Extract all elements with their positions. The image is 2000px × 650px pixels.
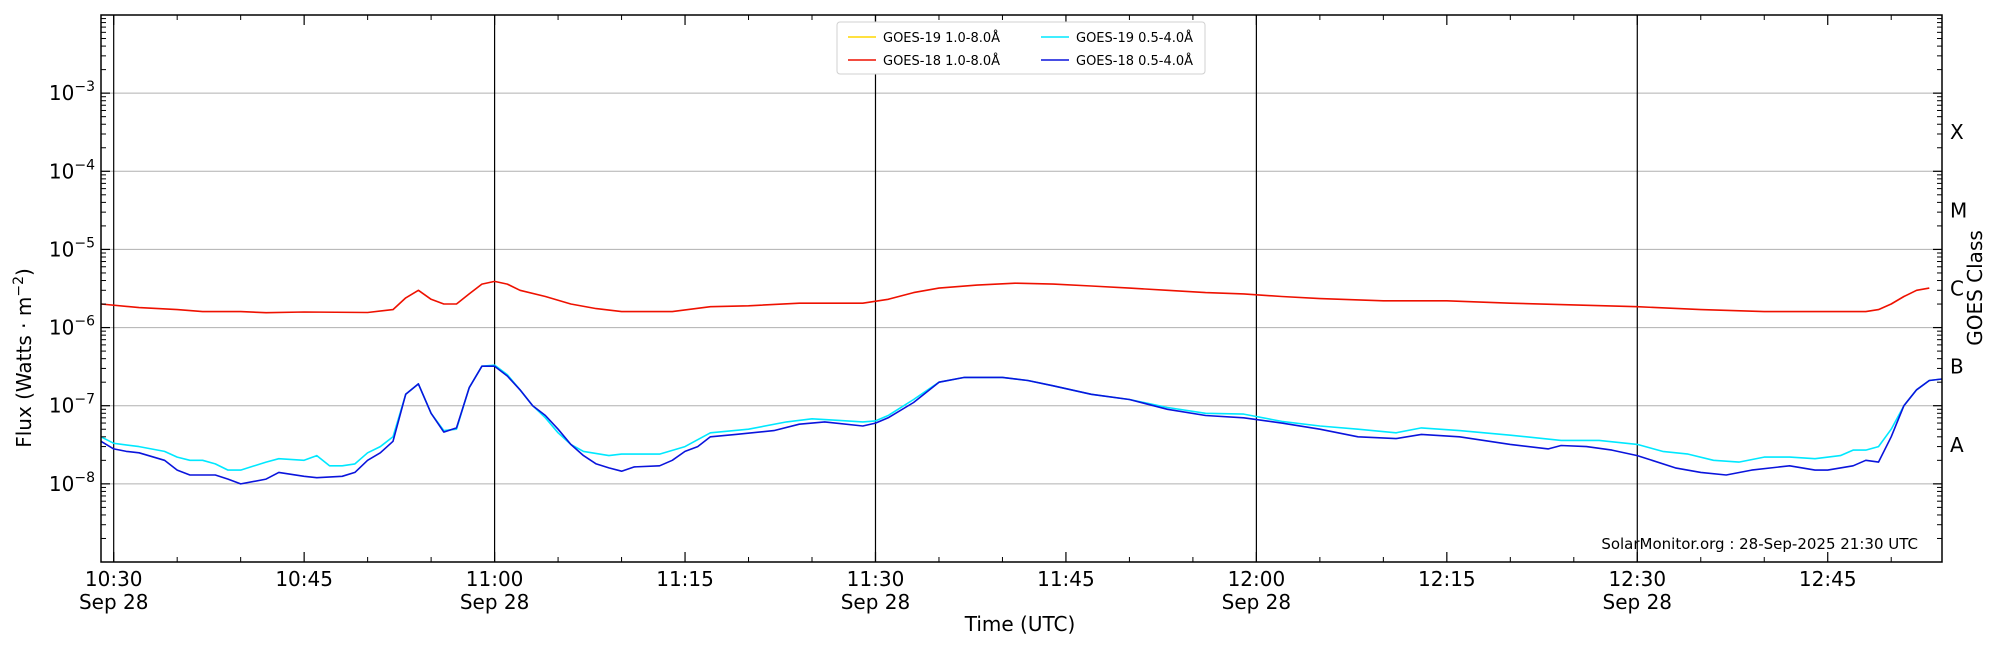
x-tick-date-label: Sep 28 [79,590,149,614]
legend: GOES-19 1.0-8.0Å GOES-18 1.0-8.0Å GOES-19 … [836,21,1206,75]
legend-box [836,21,1206,75]
y-tick-label: 10−4 [49,157,95,183]
y-axis-title: Flux (Watts · m−2) [11,268,36,448]
grid-lines [101,92,1942,485]
goes-class-label: M [1950,198,1967,222]
legend-label: GOES-18 1.0-8.0Å [883,53,1000,69]
day-boundary-lines [113,15,1638,562]
x-axis-title: Time (UTC) [964,612,1076,636]
x-tick-label: 12:30 [1608,567,1666,591]
x-tick-label: 10:30 [85,567,143,591]
goes-class-label: X [1950,120,1964,144]
goes-class-label: B [1950,355,1964,379]
x-tick-label: 11:15 [656,567,714,591]
x-tick-date-label: Sep 28 [841,590,911,614]
series-lines [100,280,1943,485]
y-tick-label: 10−8 [49,470,95,496]
legend-label: GOES-19 1.0-8.0Å [883,30,1000,46]
y-tick-labels: 10−8 10−7 10−6 10−5 10−4 10−3 [49,79,95,496]
goes-class-labels: A B C M X [1950,120,1967,457]
legend-label: GOES-18 0.5-4.0Å [1076,53,1193,69]
x-tick-date-label: Sep 28 [1603,590,1673,614]
y-tick-label: 10−3 [49,79,95,105]
y-tick-label: 10−6 [49,314,95,340]
legend-label: GOES-19 0.5-4.0Å [1076,30,1193,46]
x-tick-label: 11:45 [1037,567,1095,591]
x-tick-label: 10:45 [275,567,333,591]
x-tick-date-label: Sep 28 [460,590,530,614]
credit-text: SolarMonitor.org : 28-Sep-2025 21:30 UTC [1601,535,1918,553]
x-tick-label: 12:45 [1799,567,1857,591]
series-line [100,365,1943,485]
goes-class-label: A [1950,433,1964,457]
y2-axis-title: GOES Class [1963,230,1987,346]
x-tick-label: 11:00 [466,567,524,591]
axis-ticks [101,15,1942,562]
y-tick-label: 10−5 [49,235,95,261]
x-tick-date-label: Sep 28 [1222,590,1292,614]
x-tick-label: 11:30 [847,567,905,591]
y-tick-label: 10−7 [49,392,95,418]
series-line [100,364,1943,471]
x-tick-label: 12:15 [1418,567,1476,591]
goes-class-label: C [1950,277,1964,301]
x-tick-label: 12:00 [1228,567,1286,591]
series-line [100,280,1930,314]
plot-frame [100,14,1943,563]
